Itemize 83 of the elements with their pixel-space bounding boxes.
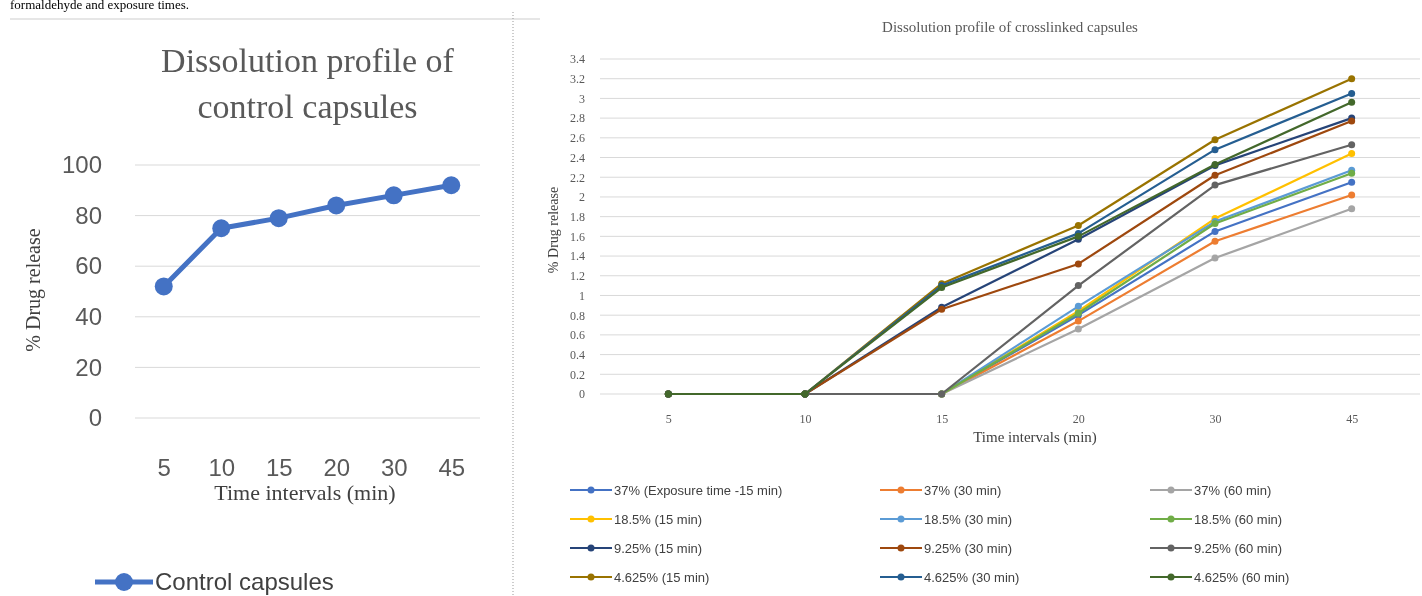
legend-label: 18.5% (15 min)	[614, 511, 703, 527]
y-tick-label: 60	[75, 252, 102, 280]
point	[1074, 325, 1082, 333]
point	[1211, 171, 1219, 179]
legend-label: 18.5% (60 min)	[1194, 511, 1283, 527]
legend-label: 9.25% (15 min)	[614, 540, 703, 556]
y-tick-label: 3.2	[570, 72, 585, 87]
y-tick-label: 1.4	[570, 249, 585, 264]
point	[1348, 178, 1356, 186]
legend-label: 4.625% (15 min)	[614, 569, 710, 585]
text: formaldehyde and exposure times.	[10, 0, 190, 12]
point	[1348, 141, 1356, 149]
point	[1074, 260, 1082, 268]
x-tick-label: 5	[157, 453, 171, 481]
chart-title: Dissolution profile of control capsules	[161, 42, 455, 125]
y-tick-label: 1.6	[570, 229, 585, 244]
legend-label: 4.625% (60 min)	[1194, 569, 1290, 585]
point	[269, 209, 288, 228]
x-tick-label: 20	[1072, 411, 1085, 426]
legend-label: 37% (30 min)	[924, 482, 1002, 498]
point	[1074, 282, 1082, 290]
y-tick-label: 2.4	[570, 150, 585, 165]
legend-label: 9.25% (30 min)	[924, 540, 1013, 556]
legend-label: 37% (60 min)	[1194, 482, 1272, 498]
point	[442, 176, 461, 195]
x-tick-label: 15	[265, 453, 293, 481]
y-tick-label: 3.4	[570, 52, 585, 67]
x-tick-label: 10	[799, 411, 812, 426]
point	[1348, 98, 1356, 106]
chart-title: Dissolution profile of crosslinked capsules	[882, 19, 1139, 35]
y-axis-title: % Drug release	[546, 186, 561, 274]
y-tick-label: 1	[579, 288, 585, 303]
y-tick-label: 80	[75, 201, 102, 229]
y-tick-label: 0.2	[570, 367, 585, 382]
y-tick-label: 2.8	[570, 111, 585, 126]
point	[1211, 136, 1219, 144]
point	[327, 196, 346, 215]
point	[212, 219, 231, 238]
x-tick-label: 5	[665, 411, 672, 426]
point	[1211, 181, 1219, 189]
y-tick-label: 100	[61, 151, 102, 179]
x-axis-title: Time intervals (min)	[214, 480, 396, 505]
y-tick-label: 0.8	[570, 308, 585, 323]
point	[1211, 237, 1219, 245]
y-tick-label: 1.8	[570, 209, 585, 224]
y-tick-label: 40	[75, 302, 102, 330]
point	[1348, 205, 1356, 213]
x-tick-label: 30	[380, 453, 408, 481]
legend-label: 37% (Exposure time -15 min)	[614, 482, 783, 498]
x-tick-label: 20	[323, 453, 351, 481]
y-tick-label: 1.2	[570, 269, 585, 284]
point	[1348, 75, 1356, 83]
y-tick-label: 3	[579, 91, 585, 106]
x-tick-label: 45	[438, 453, 466, 481]
y-tick-label: 0.6	[570, 328, 585, 343]
point	[154, 277, 173, 296]
point	[1348, 191, 1356, 199]
y-tick-label: 0.4	[570, 347, 585, 362]
legend-label: 9.25% (60 min)	[1194, 540, 1283, 556]
point	[1074, 222, 1082, 230]
x-tick-label: 15	[936, 411, 949, 426]
y-tick-label: 0	[88, 404, 102, 432]
point	[1211, 227, 1219, 235]
point	[1348, 89, 1356, 97]
y-tick-label: 2.6	[570, 131, 585, 146]
point	[1348, 150, 1356, 158]
legend-label: Control capsules	[155, 568, 334, 596]
legend-label: 4.625% (30 min)	[924, 569, 1020, 585]
x-tick-label: 30	[1209, 411, 1222, 426]
point	[1074, 317, 1082, 325]
x-tick-label: 10	[208, 453, 236, 481]
point	[1074, 302, 1082, 310]
y-tick-label: 0	[579, 387, 585, 402]
legend-label: 18.5% (30 min)	[924, 511, 1013, 527]
y-tick-label: 2	[579, 190, 585, 205]
point	[1211, 254, 1219, 262]
y-tick-label: 20	[75, 353, 102, 381]
x-tick-label: 45	[1346, 411, 1359, 426]
point	[1211, 146, 1219, 154]
point	[384, 186, 403, 205]
y-axis-title: % Drug release	[22, 228, 45, 352]
y-tick-label: 2.2	[570, 170, 585, 185]
x-axis-title: Time intervals (min)	[973, 429, 1097, 446]
